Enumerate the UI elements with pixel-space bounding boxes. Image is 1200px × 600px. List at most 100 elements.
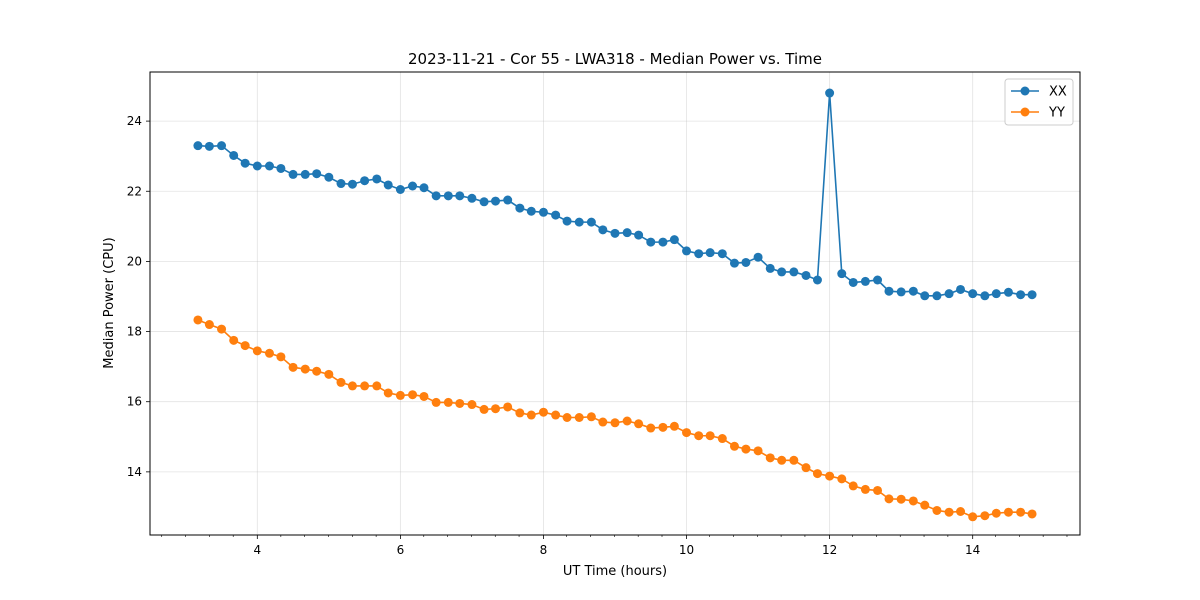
data-point-xx (729, 258, 739, 268)
data-point-yy (646, 423, 656, 433)
data-point-xx (551, 210, 561, 220)
data-point-xx (383, 180, 393, 190)
data-point-yy (753, 446, 763, 456)
x-tick-label: 12 (822, 543, 837, 557)
x-tick-label: 8 (540, 543, 548, 557)
data-point-xx (443, 191, 453, 201)
data-point-xx (753, 252, 763, 262)
data-point-xx (669, 235, 679, 245)
data-point-yy (873, 485, 883, 495)
data-point-xx (1003, 287, 1013, 297)
y-tick-label: 18 (127, 325, 142, 339)
data-point-xx (705, 248, 715, 258)
data-point-xx (717, 249, 727, 259)
data-point-xx (777, 267, 787, 277)
data-point-xx (312, 169, 322, 179)
data-point-xx (562, 216, 572, 226)
data-point-xx (431, 191, 441, 201)
data-point-xx (908, 286, 918, 296)
data-point-yy (252, 346, 262, 356)
data-point-yy (980, 511, 990, 521)
data-point-yy (1016, 507, 1026, 517)
data-point-xx (622, 228, 632, 238)
data-point-xx (932, 291, 942, 301)
legend: XX YY (1004, 78, 1074, 126)
data-point-xx (193, 141, 203, 151)
data-point-yy (336, 377, 346, 387)
data-point-yy (204, 320, 214, 330)
data-point-yy (408, 390, 418, 400)
x-tick-label: 10 (679, 543, 694, 557)
data-point-xx (479, 197, 489, 207)
data-point-yy (598, 417, 608, 427)
legend-marker-yy (1020, 107, 1030, 117)
legend-marker-xx (1020, 86, 1030, 96)
data-point-yy (562, 412, 572, 422)
data-point-yy (193, 315, 203, 325)
x-tick-label: 14 (965, 543, 980, 557)
data-point-yy (848, 481, 858, 491)
data-point-yy (968, 512, 978, 522)
data-point-xx (264, 161, 274, 171)
data-point-xx (217, 141, 227, 151)
y-tick-label: 22 (127, 184, 142, 198)
data-point-yy (240, 341, 250, 351)
data-point-xx (789, 267, 799, 277)
data-point-xx (347, 179, 357, 189)
data-point-xx (646, 237, 656, 247)
data-point-xx (860, 276, 870, 286)
data-point-yy (443, 397, 453, 407)
data-point-xx (980, 291, 990, 301)
data-point-yy (360, 381, 370, 391)
data-point-xx (694, 249, 704, 259)
data-point-yy (347, 381, 357, 391)
data-point-xx (467, 193, 477, 203)
data-point-yy (264, 348, 274, 358)
data-point-xx (801, 270, 811, 280)
data-point-yy (789, 455, 799, 465)
data-point-yy (276, 352, 286, 362)
data-point-yy (610, 418, 620, 428)
data-point-yy (586, 412, 596, 422)
data-point-yy (217, 324, 227, 334)
data-point-xx (538, 207, 548, 217)
data-point-xx (956, 284, 966, 294)
data-point-yy (694, 431, 704, 441)
data-point-yy (837, 474, 847, 484)
chart-title: 2023-11-21 - Cor 55 - LWA318 - Median Po… (408, 50, 822, 68)
data-point-yy (622, 416, 632, 426)
data-point-yy (538, 407, 548, 417)
data-point-xx (408, 181, 418, 191)
data-point-yy (574, 412, 584, 422)
data-point-xx (1016, 290, 1026, 300)
data-point-yy (395, 390, 405, 400)
data-point-yy (467, 400, 477, 410)
data-point-yy (884, 494, 894, 504)
data-point-yy (383, 388, 393, 398)
data-point-yy (551, 410, 561, 420)
data-point-xx (848, 277, 858, 287)
data-point-xx (920, 291, 930, 301)
data-point-yy (991, 508, 1001, 518)
data-point-xx (944, 289, 954, 299)
data-point-xx (395, 185, 405, 195)
data-point-xx (812, 275, 822, 285)
data-point-xx (491, 196, 501, 206)
data-point-xx (991, 289, 1001, 299)
data-point-xx (503, 195, 513, 205)
data-point-xx (896, 287, 906, 297)
data-point-yy (515, 408, 525, 418)
data-point-xx (288, 169, 298, 179)
series-line-xx (197, 92, 1033, 297)
data-point-yy (896, 494, 906, 504)
grid-lines (150, 72, 1080, 535)
data-point-yy (658, 422, 668, 432)
data-point-xx (574, 217, 584, 227)
data-series (193, 88, 1037, 522)
data-point-yy (908, 496, 918, 506)
data-point-yy (705, 431, 715, 441)
data-point-yy (526, 410, 536, 420)
x-tick-label: 6 (397, 543, 405, 557)
data-point-xx (252, 161, 262, 171)
y-axis-title: Median Power (CPU) (102, 237, 117, 368)
